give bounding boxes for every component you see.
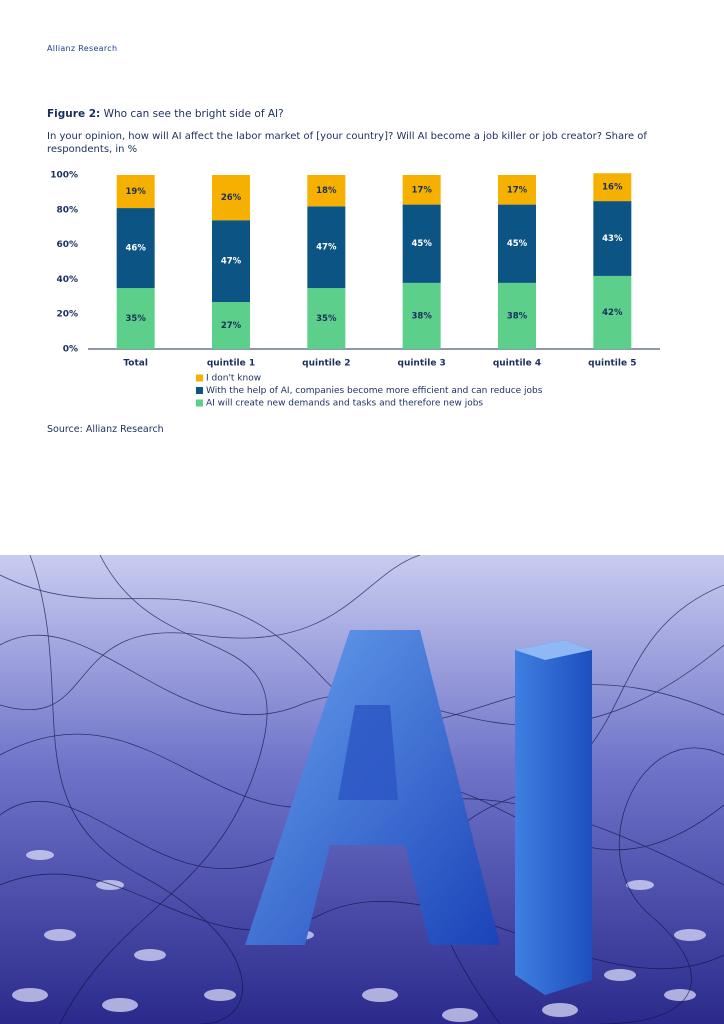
- y-tick-label: 0%: [63, 345, 78, 355]
- value-label: 38%: [411, 311, 432, 321]
- legend-swatch: [196, 399, 203, 407]
- ai-illustration: [0, 555, 724, 1024]
- legend-label: With the help of AI, companies become mo…: [206, 386, 543, 396]
- y-tick-label: 40%: [56, 275, 78, 285]
- value-label: 17%: [411, 185, 432, 195]
- bar-segment: [307, 288, 346, 349]
- bar-segment: [307, 175, 346, 207]
- bar-segment: [212, 302, 250, 349]
- bar-segment: [498, 282, 536, 349]
- bar-segment: [116, 175, 155, 209]
- bar-segment: [402, 204, 441, 283]
- bar-segment: [212, 175, 250, 221]
- value-label: 47%: [316, 243, 337, 253]
- bar-segment: [116, 208, 155, 289]
- value-label: 35%: [316, 314, 337, 324]
- legend-swatch: [196, 387, 203, 394]
- figure-title: Figure 2: Who can see the bright side of…: [47, 108, 284, 120]
- x-tick-label: Total: [123, 359, 148, 369]
- bar-segment: [593, 275, 632, 349]
- chart: 0% 20% 40% 60% 80% 100% 35% 46% 19% Total 27% 47% 26…: [50, 171, 660, 409]
- value-label: 18%: [316, 186, 337, 196]
- value-label: 42%: [602, 308, 623, 318]
- value-label: 38%: [507, 311, 528, 321]
- value-label: 16%: [602, 183, 623, 193]
- legend-label: I don't know: [206, 374, 261, 384]
- figure-label: Figure 2:: [47, 108, 101, 120]
- figure-description: In your opinion, how will AI affect the …: [47, 131, 647, 155]
- bar-segment: [593, 201, 632, 276]
- figure-title-text: Who can see the bright side of AI?: [103, 108, 284, 120]
- y-tick-label: 60%: [56, 240, 78, 250]
- brand: Allianz Research: [47, 44, 118, 53]
- value-label: 35%: [125, 314, 146, 324]
- source: Source: Allianz Research: [47, 424, 164, 435]
- x-tick-label: quintile 2: [302, 359, 350, 369]
- value-label: 26%: [221, 193, 242, 203]
- bar-segment: [116, 288, 155, 349]
- x-tick-label: quintile 5: [588, 359, 636, 369]
- value-label: 46%: [125, 244, 146, 254]
- y-tick-label: 100%: [50, 171, 78, 181]
- value-label: 17%: [507, 185, 528, 195]
- bar-segment: [307, 206, 346, 289]
- bar-segment: [212, 220, 250, 303]
- bar-segment: [593, 173, 632, 202]
- x-tick-label: quintile 1: [207, 359, 255, 369]
- value-label: 27%: [221, 321, 242, 331]
- letter-i-shape: [515, 640, 592, 995]
- value-label: 45%: [507, 239, 528, 249]
- letter-a-hole: [338, 705, 398, 800]
- value-label: 43%: [602, 234, 623, 244]
- bar-segment: [498, 204, 536, 283]
- y-tick-label: 20%: [56, 310, 78, 320]
- letter-i-top: [515, 640, 592, 660]
- x-tick-label: quintile 4: [493, 359, 541, 369]
- bar-segment: [402, 175, 441, 205]
- value-label: 45%: [411, 239, 432, 249]
- x-tick-label: quintile 3: [398, 359, 446, 369]
- value-label: 19%: [125, 187, 146, 197]
- bar-segment: [498, 175, 536, 205]
- legend-label: AI will create new demands and tasks and…: [206, 399, 483, 409]
- y-tick-label: 80%: [56, 205, 78, 215]
- value-label: 47%: [221, 257, 242, 267]
- legend-swatch: [196, 374, 203, 382]
- bar-segment: [402, 282, 441, 349]
